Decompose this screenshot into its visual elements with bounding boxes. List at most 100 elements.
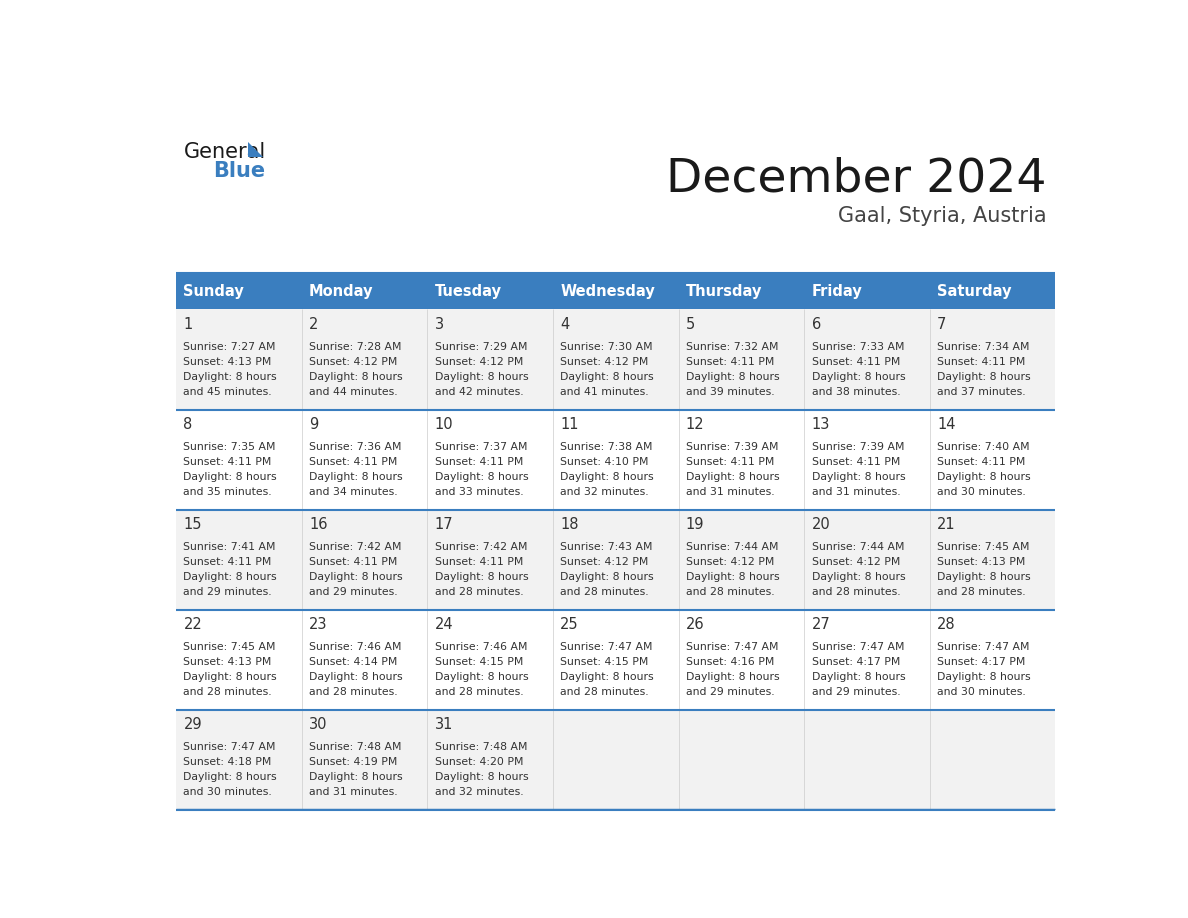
Text: Daylight: 8 hours: Daylight: 8 hours [435, 372, 529, 382]
Text: and 28 minutes.: and 28 minutes. [811, 587, 901, 597]
Text: and 33 minutes.: and 33 minutes. [435, 487, 524, 497]
Text: Sunrise: 7:36 AM: Sunrise: 7:36 AM [309, 442, 402, 452]
Text: 23: 23 [309, 617, 328, 632]
Text: Sunset: 4:11 PM: Sunset: 4:11 PM [685, 457, 775, 467]
Bar [176, 409, 1055, 509]
Text: Sunset: 4:12 PM: Sunset: 4:12 PM [685, 557, 775, 567]
Text: 18: 18 [561, 517, 579, 532]
Text: Thursday: Thursday [685, 284, 763, 298]
Text: and 28 minutes.: and 28 minutes. [685, 587, 775, 597]
Text: 26: 26 [685, 617, 704, 632]
Text: Sunset: 4:16 PM: Sunset: 4:16 PM [685, 657, 775, 667]
Text: Tuesday: Tuesday [435, 284, 501, 298]
Text: and 32 minutes.: and 32 minutes. [435, 787, 524, 797]
Text: Sunrise: 7:47 AM: Sunrise: 7:47 AM [685, 643, 778, 653]
Text: Sunset: 4:15 PM: Sunset: 4:15 PM [561, 657, 649, 667]
Text: Sunrise: 7:48 AM: Sunrise: 7:48 AM [309, 743, 402, 753]
Text: Sunset: 4:11 PM: Sunset: 4:11 PM [183, 457, 272, 467]
Text: and 30 minutes.: and 30 minutes. [937, 487, 1026, 497]
Text: Daylight: 8 hours: Daylight: 8 hours [309, 372, 403, 382]
Text: Sunrise: 7:45 AM: Sunrise: 7:45 AM [183, 643, 276, 653]
Text: Sunrise: 7:34 AM: Sunrise: 7:34 AM [937, 342, 1030, 352]
Text: 13: 13 [811, 417, 830, 431]
Text: Sunset: 4:11 PM: Sunset: 4:11 PM [937, 357, 1025, 367]
Text: Daylight: 8 hours: Daylight: 8 hours [811, 372, 905, 382]
Text: Sunrise: 7:42 AM: Sunrise: 7:42 AM [435, 543, 527, 553]
Text: Sunset: 4:11 PM: Sunset: 4:11 PM [309, 557, 398, 567]
Text: and 28 minutes.: and 28 minutes. [561, 587, 649, 597]
Text: Sunrise: 7:37 AM: Sunrise: 7:37 AM [435, 442, 527, 452]
Text: Sunrise: 7:39 AM: Sunrise: 7:39 AM [685, 442, 778, 452]
Text: Sunset: 4:18 PM: Sunset: 4:18 PM [183, 757, 272, 767]
Text: Daylight: 8 hours: Daylight: 8 hours [435, 572, 529, 582]
Text: Sunset: 4:12 PM: Sunset: 4:12 PM [561, 557, 649, 567]
Text: Sunrise: 7:47 AM: Sunrise: 7:47 AM [937, 643, 1030, 653]
Text: Sunrise: 7:47 AM: Sunrise: 7:47 AM [183, 743, 276, 753]
Text: Daylight: 8 hours: Daylight: 8 hours [309, 472, 403, 482]
Text: 28: 28 [937, 617, 956, 632]
Text: Sunrise: 7:46 AM: Sunrise: 7:46 AM [309, 643, 402, 653]
Text: 5: 5 [685, 317, 695, 331]
Text: and 39 minutes.: and 39 minutes. [685, 386, 775, 397]
Text: Sunset: 4:12 PM: Sunset: 4:12 PM [435, 357, 523, 367]
Text: and 29 minutes.: and 29 minutes. [183, 587, 272, 597]
Text: Daylight: 8 hours: Daylight: 8 hours [937, 672, 1031, 682]
Text: 11: 11 [561, 417, 579, 431]
Text: Sunset: 4:17 PM: Sunset: 4:17 PM [937, 657, 1025, 667]
Text: Daylight: 8 hours: Daylight: 8 hours [309, 672, 403, 682]
Text: and 31 minutes.: and 31 minutes. [685, 487, 775, 497]
Text: Daylight: 8 hours: Daylight: 8 hours [183, 372, 277, 382]
Text: Sunset: 4:15 PM: Sunset: 4:15 PM [435, 657, 523, 667]
Text: Daylight: 8 hours: Daylight: 8 hours [309, 772, 403, 782]
Text: Sunrise: 7:47 AM: Sunrise: 7:47 AM [561, 643, 653, 653]
Text: Sunset: 4:12 PM: Sunset: 4:12 PM [811, 557, 901, 567]
Text: Saturday: Saturday [937, 284, 1012, 298]
Text: 31: 31 [435, 717, 453, 732]
Text: Sunset: 4:12 PM: Sunset: 4:12 PM [561, 357, 649, 367]
Text: Sunset: 4:11 PM: Sunset: 4:11 PM [685, 357, 775, 367]
Text: 24: 24 [435, 617, 454, 632]
Text: Sunrise: 7:47 AM: Sunrise: 7:47 AM [811, 643, 904, 653]
Text: and 29 minutes.: and 29 minutes. [685, 687, 775, 697]
Text: December 2024: December 2024 [665, 156, 1047, 201]
Text: Sunrise: 7:43 AM: Sunrise: 7:43 AM [561, 543, 653, 553]
Text: Daylight: 8 hours: Daylight: 8 hours [309, 572, 403, 582]
Text: and 44 minutes.: and 44 minutes. [309, 386, 398, 397]
Text: General: General [183, 142, 266, 162]
Text: Sunset: 4:13 PM: Sunset: 4:13 PM [183, 357, 272, 367]
Bar [930, 273, 1055, 309]
Text: Sunrise: 7:38 AM: Sunrise: 7:38 AM [561, 442, 653, 452]
Bar [176, 309, 1055, 409]
Text: Daylight: 8 hours: Daylight: 8 hours [937, 472, 1031, 482]
Text: Daylight: 8 hours: Daylight: 8 hours [811, 472, 905, 482]
Text: Sunrise: 7:42 AM: Sunrise: 7:42 AM [309, 543, 402, 553]
Text: Daylight: 8 hours: Daylight: 8 hours [685, 572, 779, 582]
Text: and 38 minutes.: and 38 minutes. [811, 386, 901, 397]
Text: and 28 minutes.: and 28 minutes. [561, 687, 649, 697]
Text: Sunrise: 7:44 AM: Sunrise: 7:44 AM [685, 543, 778, 553]
Text: Blue: Blue [213, 161, 265, 181]
Bar [176, 509, 1055, 610]
Text: and 37 minutes.: and 37 minutes. [937, 386, 1025, 397]
Text: 3: 3 [435, 317, 444, 331]
Text: Sunrise: 7:44 AM: Sunrise: 7:44 AM [811, 543, 904, 553]
Text: Daylight: 8 hours: Daylight: 8 hours [435, 772, 529, 782]
Text: Sunset: 4:11 PM: Sunset: 4:11 PM [309, 457, 398, 467]
Text: Sunrise: 7:46 AM: Sunrise: 7:46 AM [435, 643, 527, 653]
Text: Daylight: 8 hours: Daylight: 8 hours [561, 672, 653, 682]
Text: Sunset: 4:20 PM: Sunset: 4:20 PM [435, 757, 523, 767]
Text: Sunset: 4:14 PM: Sunset: 4:14 PM [309, 657, 398, 667]
Text: 4: 4 [561, 317, 569, 331]
Text: and 28 minutes.: and 28 minutes. [435, 587, 524, 597]
Text: Sunset: 4:13 PM: Sunset: 4:13 PM [183, 657, 272, 667]
Bar [176, 273, 302, 309]
Bar [176, 710, 1055, 810]
Text: Daylight: 8 hours: Daylight: 8 hours [685, 472, 779, 482]
Text: and 28 minutes.: and 28 minutes. [183, 687, 272, 697]
Text: and 42 minutes.: and 42 minutes. [435, 386, 524, 397]
Text: Daylight: 8 hours: Daylight: 8 hours [937, 372, 1031, 382]
Text: 2: 2 [309, 317, 318, 331]
Text: Sunrise: 7:39 AM: Sunrise: 7:39 AM [811, 442, 904, 452]
Text: 19: 19 [685, 517, 704, 532]
Text: Sunset: 4:11 PM: Sunset: 4:11 PM [811, 457, 901, 467]
